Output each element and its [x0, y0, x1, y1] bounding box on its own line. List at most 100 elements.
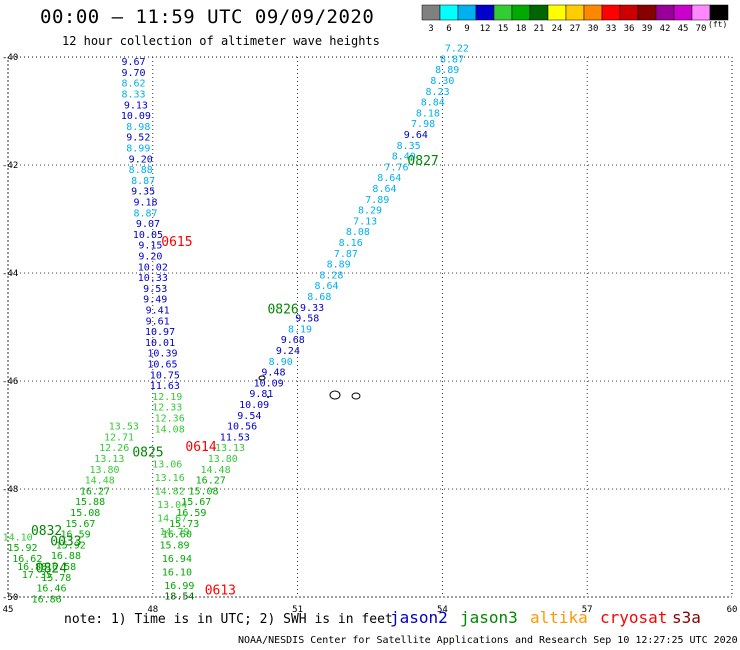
y-tick-label: -42 [2, 161, 18, 171]
legend-item-cryosat: cryosat [600, 608, 668, 627]
wave-height-value: 13.80 [208, 454, 238, 465]
wave-height-value: 9.61 [146, 316, 170, 327]
footer-note: note: 1) Time is in UTC; 2) SWH is in fe… [64, 612, 393, 627]
wave-height-value: 8.40 [392, 152, 416, 163]
colorbar-label: 18 [516, 24, 527, 34]
colorbar-swatch [637, 4, 657, 21]
colorbar-swatch [673, 4, 693, 21]
wave-height-value: 12.33 [152, 403, 182, 414]
wave-height-value: 16.94 [162, 554, 192, 565]
wave-height-value: 10.33 [138, 273, 168, 284]
wave-height-value: 8.62 [121, 79, 145, 90]
wave-height-value: 14.48 [200, 465, 230, 476]
legend-item-jason3: jason3 [460, 608, 518, 627]
colorbar-label: 24 [552, 24, 563, 34]
wave-height-values: 9.679.708.628.339.1310.098.989.528.999.2… [3, 44, 469, 606]
wave-height-value: 16.10 [162, 567, 192, 578]
wave-height-value: 16.60 [162, 530, 192, 541]
wave-height-value: 10.97 [145, 327, 175, 338]
wave-height-value: 7.22 [445, 44, 469, 55]
colorbar-label: 45 [678, 24, 689, 34]
colorbar-label: 42 [660, 24, 671, 34]
colorbar-swatch [691, 4, 711, 21]
wave-height-value: 7.13 [353, 216, 377, 227]
wave-height-value: 16.62 [12, 554, 42, 565]
y-tick-label: -50 [2, 593, 18, 603]
colorbar-label: 27 [570, 24, 581, 34]
x-tick-label: 51 [292, 605, 303, 615]
colorbar-label: 33 [606, 24, 617, 34]
colorbar-swatch [601, 4, 621, 21]
wave-height-value: 15.92 [7, 543, 37, 554]
wave-height-value: 7.87 [334, 249, 358, 260]
colorbar-label: 21 [534, 24, 545, 34]
wave-height-value: 8.87 [131, 176, 155, 187]
colorbar-swatch [655, 4, 675, 21]
wave-height-value: 9.81 [249, 389, 273, 400]
wave-height-value: 13.80 [89, 465, 119, 476]
colorbar-swatch [583, 4, 603, 21]
wave-height-value: 8.08 [346, 227, 370, 238]
wave-height-value: 16.27 [80, 486, 110, 497]
island-dot [267, 396, 269, 398]
wave-height-value: 16.59 [176, 508, 206, 519]
x-tick-label: 57 [582, 605, 593, 615]
wave-height-value: 10.39 [147, 349, 177, 360]
wave-height-value: 13.06 [152, 459, 182, 470]
wave-height-value: 15.92 [56, 540, 86, 551]
wave-height-value: 12.71 [104, 432, 134, 443]
wave-height-value: 15.88 [75, 497, 105, 508]
wave-height-value: 14.67 [157, 513, 187, 524]
wave-height-value: 16.46 [36, 584, 66, 595]
wave-height-value: 10.05 [133, 230, 163, 241]
colorbar-swatch [457, 4, 477, 21]
wave-height-value: 9.24 [276, 346, 300, 357]
wave-height-value: 16.99 [164, 581, 194, 592]
wave-height-value: 8.19 [288, 324, 312, 335]
colorbar-swatch [511, 4, 531, 21]
wave-height-value: 14.79 [159, 527, 189, 538]
wave-height-value: 15.78 [41, 573, 71, 584]
y-tick-label: -48 [2, 485, 18, 495]
colorbar-swatch [475, 4, 495, 21]
wave-height-value: 7.89 [365, 195, 389, 206]
wave-height-value: 9.68 [281, 335, 305, 346]
wave-height-value: 9.52 [126, 133, 150, 144]
track-time-label: 0826 [267, 303, 298, 318]
track-time-label: 0614 [185, 440, 216, 455]
wave-height-value: 9.35 [131, 187, 155, 198]
wave-height-value: 9.70 [121, 68, 145, 79]
wave-height-value: 8.64 [372, 184, 396, 195]
wave-height-value: 9.53 [143, 284, 167, 295]
wave-height-value: 12.19 [152, 392, 182, 403]
island-outline [258, 375, 266, 381]
wave-height-value: 9.13 [124, 100, 148, 111]
wave-height-value: 8.28 [319, 270, 343, 281]
wave-height-value: 8.35 [397, 141, 421, 152]
colorbar-label: 3 [428, 24, 433, 34]
wave-height-value: 10.01 [145, 338, 175, 349]
wave-height-value: 9.33 [300, 303, 324, 314]
wave-height-value: 16.27 [196, 476, 226, 487]
wave-height-value: 13.53 [109, 422, 139, 433]
wave-height-value: 17.35 [22, 570, 52, 581]
plot-border [7, 56, 733, 598]
wave-height-value: 13.16 [155, 473, 185, 484]
wave-height-value: 8.18 [416, 108, 440, 119]
y-tick-label: -44 [2, 269, 18, 279]
legend-item-s3a: s3a [672, 608, 701, 627]
y-tick-label: -40 [2, 53, 18, 63]
wave-height-value: 16.88 [51, 551, 81, 562]
wave-height-value: 14.48 [85, 476, 115, 487]
wave-height-value: 11.53 [220, 432, 250, 443]
wave-height-value: 9.20 [129, 154, 153, 165]
wave-height-value: 13.13 [94, 454, 124, 465]
wave-height-value: 8.68 [307, 292, 331, 303]
wave-height-value: 9.41 [146, 306, 170, 317]
track-time-label: 0825 [132, 446, 163, 461]
wave-height-value: 11.63 [150, 381, 180, 392]
wave-height-value: 10.56 [227, 422, 257, 433]
wave-height-value: 10.09 [239, 400, 269, 411]
